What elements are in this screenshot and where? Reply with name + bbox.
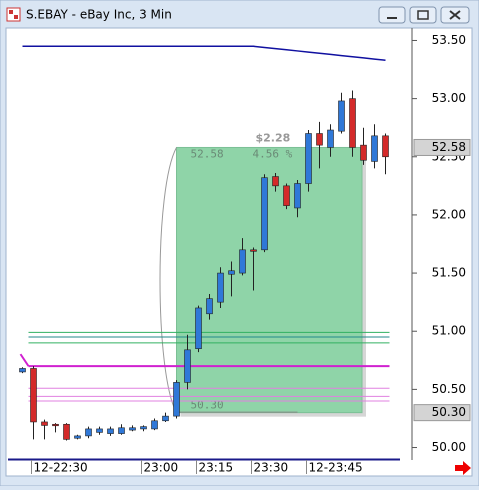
range-top-label: 52.58 bbox=[191, 147, 224, 160]
app-icon bbox=[6, 7, 21, 22]
candle-body bbox=[294, 183, 301, 209]
candle-body bbox=[338, 100, 345, 132]
x-tick-label: 12-22:30 bbox=[34, 461, 88, 475]
range-change: $2.28 bbox=[256, 131, 291, 144]
candle-body bbox=[63, 423, 70, 440]
candle-body bbox=[316, 133, 323, 146]
range-bottom-label: 50.30 bbox=[191, 399, 224, 412]
candle-body bbox=[19, 368, 26, 373]
candle-body bbox=[74, 435, 81, 439]
x-tick-label: 23:30 bbox=[254, 461, 289, 475]
candle-body bbox=[250, 249, 257, 252]
candle-body bbox=[382, 135, 389, 158]
candle-body bbox=[162, 415, 169, 422]
candle-body bbox=[217, 272, 224, 303]
candle-body bbox=[129, 427, 136, 431]
candle-body bbox=[118, 427, 125, 434]
candle-body bbox=[349, 98, 356, 148]
candle-body bbox=[52, 423, 59, 427]
candle-body bbox=[305, 133, 312, 184]
ma-line bbox=[22, 45, 386, 61]
candle-body bbox=[140, 426, 147, 430]
y-tick-label: 53.00 bbox=[432, 91, 466, 105]
app-icon-part bbox=[14, 15, 18, 19]
candle-body bbox=[195, 307, 202, 349]
y-tick-label: 50.00 bbox=[432, 440, 466, 454]
price-tag-label: 50.30 bbox=[432, 405, 466, 419]
x-tick-label: 12-23:45 bbox=[309, 461, 363, 475]
close-icon bbox=[449, 10, 461, 20]
candle-body bbox=[30, 368, 37, 423]
price-tag-label: 52.58 bbox=[432, 140, 466, 154]
window-buttons bbox=[378, 6, 470, 24]
candle-body bbox=[228, 270, 235, 275]
candle-body bbox=[151, 420, 158, 430]
minimize-button[interactable] bbox=[378, 6, 406, 24]
scroll-arrow[interactable] bbox=[455, 461, 471, 475]
candle-body bbox=[371, 135, 378, 162]
maximize-icon bbox=[417, 10, 429, 20]
y-tick-label: 51.50 bbox=[432, 266, 466, 280]
y-tick-label: 53.50 bbox=[432, 33, 466, 47]
y-tick-label: 50.50 bbox=[432, 382, 466, 396]
x-tick-label: 23:15 bbox=[199, 461, 234, 475]
y-tick-label: 52.00 bbox=[432, 207, 466, 221]
window-title: S.EBAY - eBay Inc, 3 Min bbox=[26, 8, 172, 22]
price-tag bbox=[413, 138, 471, 156]
range-arc bbox=[159, 147, 177, 413]
candle-body bbox=[107, 428, 114, 434]
candle-body bbox=[239, 249, 246, 274]
candle-body bbox=[41, 421, 48, 426]
candle-body bbox=[96, 428, 103, 433]
price-tag bbox=[413, 404, 471, 422]
plot: 52.58 4.56 % 50.30 $2.28 12-22:30 23:00 23:15 2… bbox=[19, 33, 471, 475]
candle-body bbox=[85, 428, 92, 437]
maximize-button[interactable] bbox=[409, 6, 437, 24]
candle-body bbox=[360, 144, 367, 161]
candle-body bbox=[184, 349, 191, 383]
range-box bbox=[176, 146, 363, 414]
candle-body bbox=[283, 185, 290, 206]
y-tick-label: 51.00 bbox=[432, 324, 466, 338]
range-percent: 4.56 % bbox=[253, 147, 293, 160]
candle-body bbox=[272, 176, 279, 187]
app-icon-part bbox=[9, 10, 13, 14]
candle-body bbox=[206, 298, 213, 315]
level-connector bbox=[19, 353, 30, 367]
candle-body bbox=[327, 129, 334, 148]
x-tick-label: 23:00 bbox=[144, 461, 179, 475]
candle-body bbox=[261, 177, 268, 251]
candle-body bbox=[173, 382, 180, 417]
